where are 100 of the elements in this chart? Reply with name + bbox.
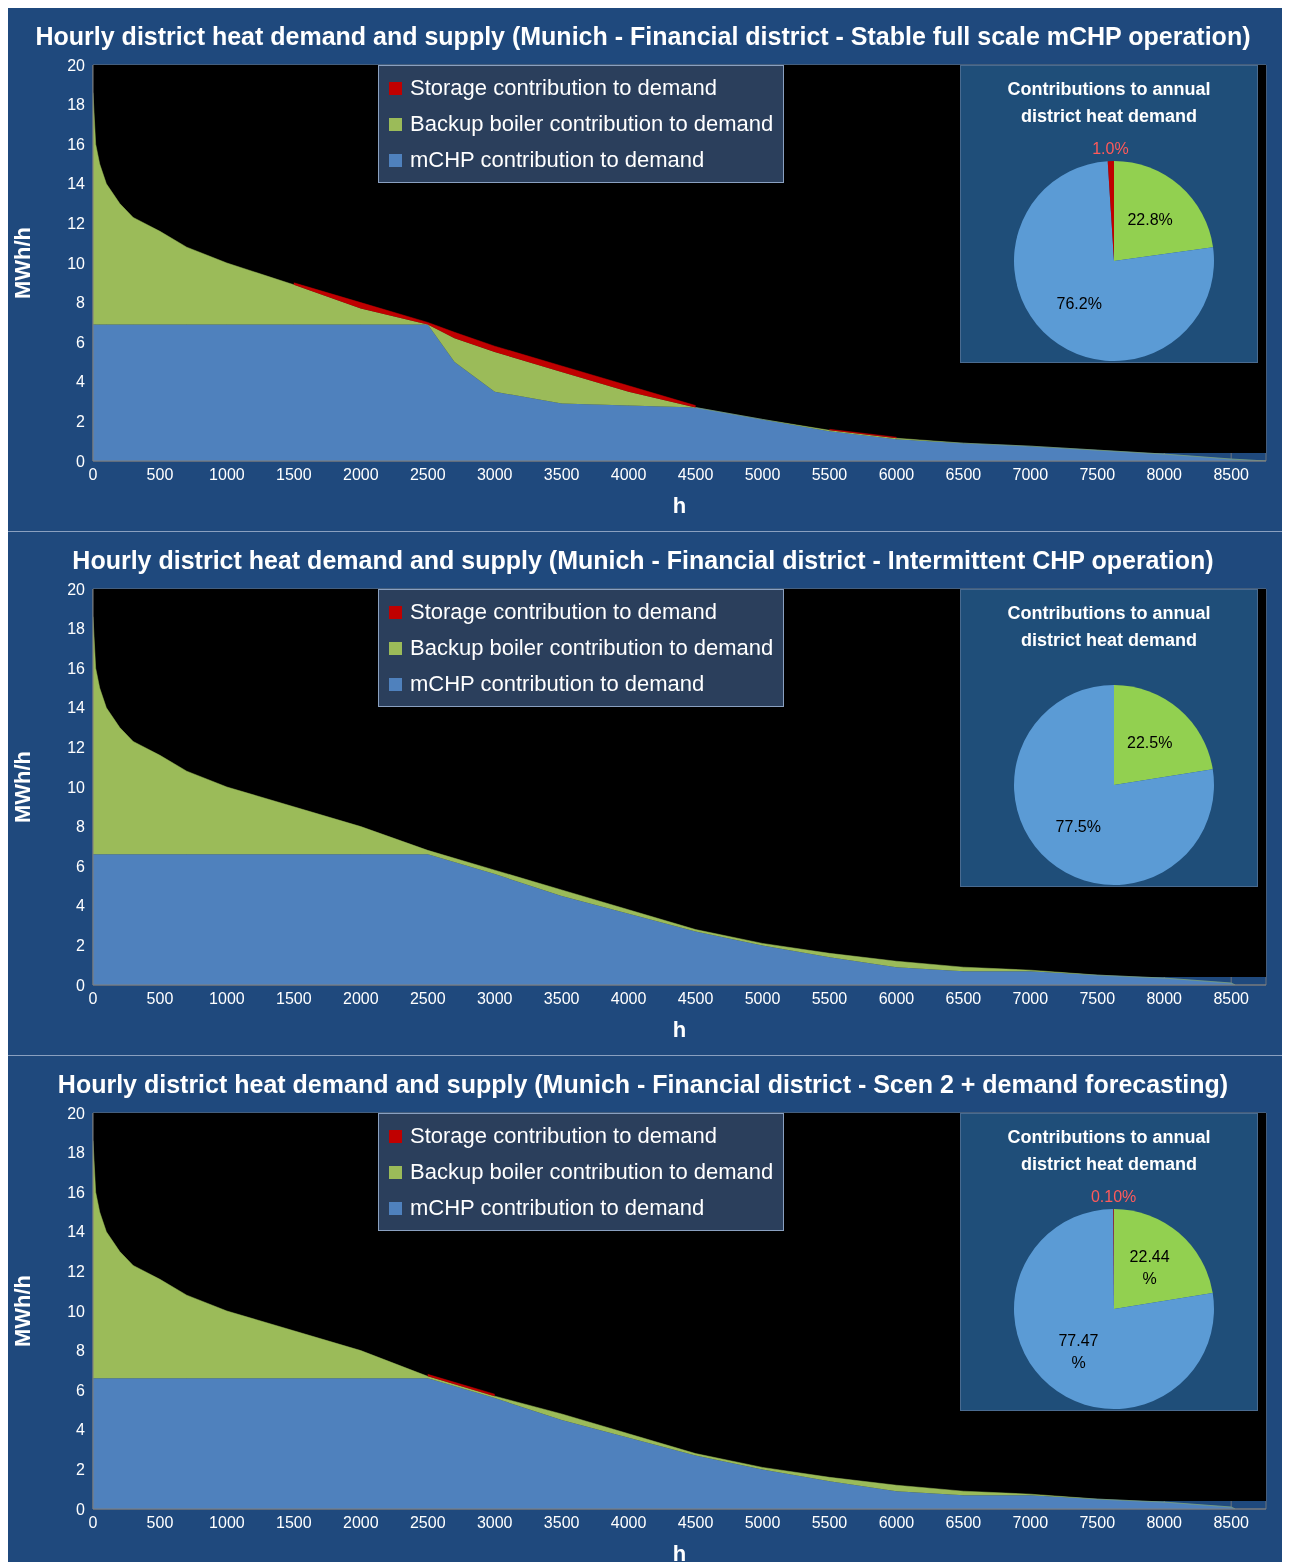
y-tick-label: 20 xyxy=(67,1104,86,1122)
pie-slice xyxy=(1014,161,1214,361)
legend-label: mCHP contribution to demand xyxy=(410,671,705,697)
x-tick-label: 0 xyxy=(88,1514,98,1532)
x-tick-label: 5500 xyxy=(811,466,848,484)
y-tick-label: 10 xyxy=(67,1302,86,1320)
y-tick-label: 0 xyxy=(76,976,86,994)
chart-title: Hourly district heat demand and supply (Munich - Financial district - Stable full scale mCHP operation) xyxy=(34,21,1252,52)
x-tick-label: 3000 xyxy=(476,990,513,1008)
x-tick-label: 4500 xyxy=(677,1514,714,1532)
y-tick-label: 16 xyxy=(67,135,86,153)
x-tick-label: 6500 xyxy=(945,1514,982,1532)
y-tick-label: 0 xyxy=(76,452,86,470)
x-tick-label: 0 xyxy=(88,990,98,1008)
pie-slice xyxy=(1114,685,1213,785)
y-tick-label: 12 xyxy=(67,215,86,233)
legend-label: Backup boiler contribution to demand xyxy=(410,635,774,661)
legend-label: Storage contribution to demand xyxy=(410,75,717,101)
x-tick-label: 4500 xyxy=(677,466,714,484)
x-tick-label: 3500 xyxy=(543,990,580,1008)
y-tick-label: 8 xyxy=(76,818,86,836)
x-tick-label: 5000 xyxy=(744,990,781,1008)
x-tick-label: 6000 xyxy=(878,990,915,1008)
data-label: 77.5% xyxy=(1055,817,1101,835)
y-tick-label: 2 xyxy=(76,1461,86,1479)
y-tick-label: 20 xyxy=(67,56,86,74)
x-tick-label: 2000 xyxy=(343,466,379,484)
x-tick-label: 3500 xyxy=(543,466,580,484)
x-tick-label: 6000 xyxy=(878,1514,915,1532)
x-tick-label: 8500 xyxy=(1213,990,1250,1008)
x-tick-label: 3000 xyxy=(476,1514,513,1532)
y-tick-label: 10 xyxy=(67,254,86,272)
x-tick-label: 2500 xyxy=(409,466,446,484)
chart-title: Hourly district heat demand and supply (Munich - Financial district - Scen 2 + demand forecasting) xyxy=(56,1069,1230,1100)
chart-title: Contributions to annual district heat demand xyxy=(1006,78,1212,128)
legend-label: mCHP contribution to demand xyxy=(410,147,705,173)
x-tick-label: 8000 xyxy=(1146,1514,1183,1532)
y-tick-label: 6 xyxy=(76,857,86,875)
legend-label: Storage contribution to demand xyxy=(410,1123,717,1149)
data-label: 22.44 % xyxy=(1129,1248,1170,1288)
y-tick-label: 12 xyxy=(67,739,86,757)
x-tick-label: 5500 xyxy=(811,990,848,1008)
data-label: 76.2% xyxy=(1056,294,1102,312)
x-tick-label: 7000 xyxy=(1012,466,1049,484)
x-tick-label: 1500 xyxy=(276,1514,312,1532)
y-tick-label: 20 xyxy=(67,580,86,598)
y-tick-label: 2 xyxy=(76,937,86,955)
data-label: 0.10% xyxy=(1090,1188,1137,1205)
x-tick-label: 4500 xyxy=(677,990,714,1008)
x-tick-label: 7500 xyxy=(1079,466,1116,484)
y-axis-title: MWh/h xyxy=(9,1274,35,1348)
y-tick-label: 4 xyxy=(76,1421,86,1439)
x-tick-label: 500 xyxy=(146,466,174,484)
x-axis-title: h xyxy=(672,1017,687,1042)
x-tick-label: 8500 xyxy=(1213,466,1250,484)
x-tick-label: 2000 xyxy=(343,990,379,1008)
x-axis-title: h xyxy=(672,493,687,518)
x-tick-label: 1000 xyxy=(209,1514,245,1532)
y-tick-label: 4 xyxy=(76,373,86,391)
x-tick-label: 1500 xyxy=(276,990,312,1008)
x-tick-label: 7000 xyxy=(1012,1514,1049,1532)
y-tick-label: 4 xyxy=(76,897,86,915)
legend-label: Storage contribution to demand xyxy=(410,599,717,625)
data-label: 22.5% xyxy=(1127,734,1173,752)
y-axis-title: MWh/h xyxy=(9,750,35,824)
x-tick-label: 5500 xyxy=(811,1514,848,1532)
legend-label: Backup boiler contribution to demand xyxy=(410,111,774,137)
y-tick-label: 16 xyxy=(67,1183,86,1201)
chart-title: Contributions to annual district heat demand xyxy=(1006,602,1212,652)
chart-title: Hourly district heat demand and supply (Munich - Financial district - Intermittent CHP operation) xyxy=(71,545,1215,576)
y-tick-label: 18 xyxy=(67,96,86,114)
x-tick-label: 5000 xyxy=(744,1514,781,1532)
x-tick-label: 500 xyxy=(146,1514,174,1532)
y-tick-label: 18 xyxy=(67,1144,86,1162)
y-tick-label: 8 xyxy=(76,294,86,312)
x-tick-label: 1500 xyxy=(276,466,312,484)
x-tick-label: 4000 xyxy=(610,990,647,1008)
x-tick-label: 7500 xyxy=(1079,990,1116,1008)
legend-label: Backup boiler contribution to demand xyxy=(410,1159,774,1185)
legend-label: mCHP contribution to demand xyxy=(410,1195,705,1221)
chart-title: Contributions to annual district heat demand xyxy=(1006,1126,1212,1176)
x-tick-label: 2500 xyxy=(409,990,446,1008)
x-axis-title: h xyxy=(672,1541,687,1562)
data-label: 1.0% xyxy=(1092,140,1129,158)
y-tick-label: 6 xyxy=(76,1381,86,1399)
x-tick-label: 8000 xyxy=(1146,466,1183,484)
x-tick-label: 6000 xyxy=(878,466,915,484)
x-tick-label: 5000 xyxy=(744,466,781,484)
pie-slice xyxy=(1014,685,1214,885)
x-tick-label: 1000 xyxy=(209,466,245,484)
x-tick-label: 0 xyxy=(88,466,98,484)
y-axis-title: MWh/h xyxy=(9,226,35,300)
pie-slice xyxy=(1014,1209,1214,1409)
y-tick-label: 6 xyxy=(76,333,86,351)
x-tick-label: 4000 xyxy=(610,1514,647,1532)
x-tick-label: 8500 xyxy=(1213,1514,1250,1532)
y-tick-label: 2 xyxy=(76,413,86,431)
y-tick-label: 16 xyxy=(67,659,86,677)
y-tick-label: 14 xyxy=(67,175,86,193)
x-tick-label: 4000 xyxy=(610,466,647,484)
